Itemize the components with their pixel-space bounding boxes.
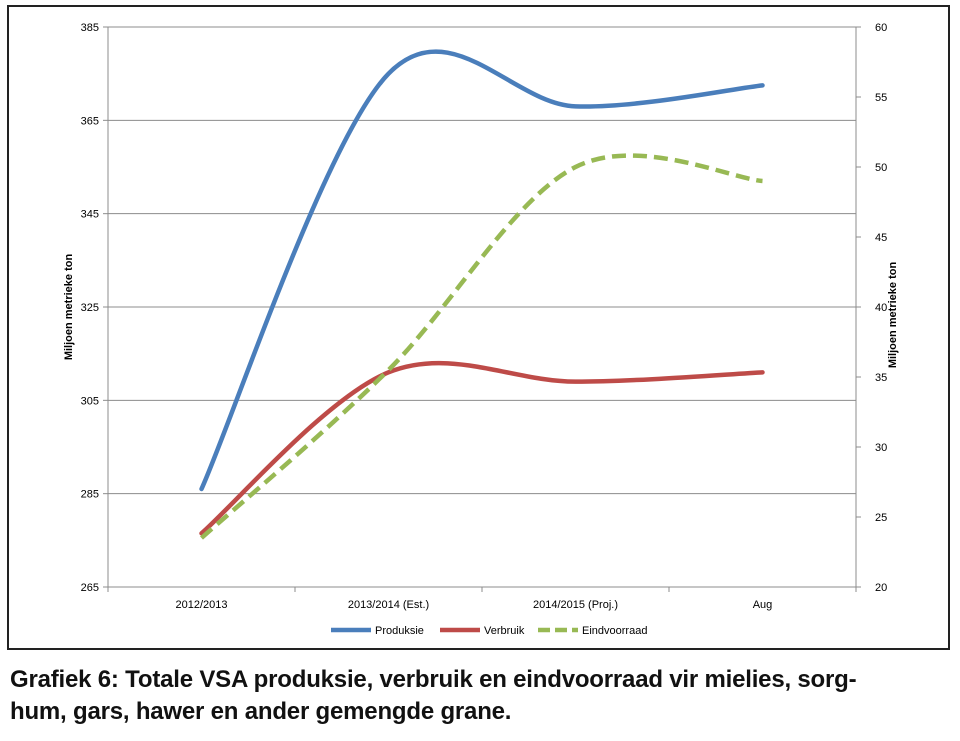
y2-tick-label: 55 <box>875 92 887 104</box>
y2-tick-label: 25 <box>875 512 887 524</box>
y-tick-label: 365 <box>81 115 99 127</box>
figure-caption: Grafiek 6: Totale VSA produksie, verbrui… <box>10 664 950 728</box>
y-tick-label: 325 <box>81 302 99 314</box>
series-line-verbruik <box>199 360 765 536</box>
x-tick-label: 2014/2015 (Proj.) <box>533 599 618 611</box>
legend-label-produksie: Produksie <box>375 625 424 637</box>
y-tick-label: 305 <box>81 395 99 407</box>
y2-axis-title: Miljoen metrieke ton <box>887 262 899 369</box>
chart: 265 285 305 325 345 365 385 20 25 30 35 40 45 50 55 60 2… <box>63 22 899 637</box>
series-line-eindvoorraad <box>199 153 763 540</box>
caption-line-2: hum, gars, hawer en ander gemengde grane… <box>10 698 512 725</box>
y-tick-label: 345 <box>81 209 99 221</box>
y-tick-label: 285 <box>81 489 99 501</box>
legend-label-verbruik: Verbruik <box>484 625 525 637</box>
y2-tick-label: 30 <box>875 442 887 454</box>
x-tick-label: 2012/2013 <box>176 599 228 611</box>
y2-tick-label: 35 <box>875 372 887 384</box>
x-tick-label: 2013/2014 (Est.) <box>348 599 429 611</box>
y-tick-label: 385 <box>81 22 99 34</box>
y-axis-title: Miljoen metrieke ton <box>63 254 75 361</box>
y2-tick-label: 60 <box>875 22 887 34</box>
y2-tick-label: 20 <box>875 582 887 594</box>
y2-tick-label: 45 <box>875 232 887 244</box>
y2-tick-label: 40 <box>875 302 887 314</box>
x-tick-label: Aug <box>753 599 773 611</box>
series-line-produksie <box>199 49 765 492</box>
y2-tick-label: 50 <box>875 162 887 174</box>
legend-label-eindvoorraad: Eindvoorraad <box>582 625 647 637</box>
caption-line-1: Grafiek 6: Totale VSA produksie, verbrui… <box>10 666 857 693</box>
y-tick-label: 265 <box>81 582 99 594</box>
chart-frame: 265 285 305 325 345 365 385 20 25 30 35 40 45 50 55 60 2… <box>7 5 950 650</box>
